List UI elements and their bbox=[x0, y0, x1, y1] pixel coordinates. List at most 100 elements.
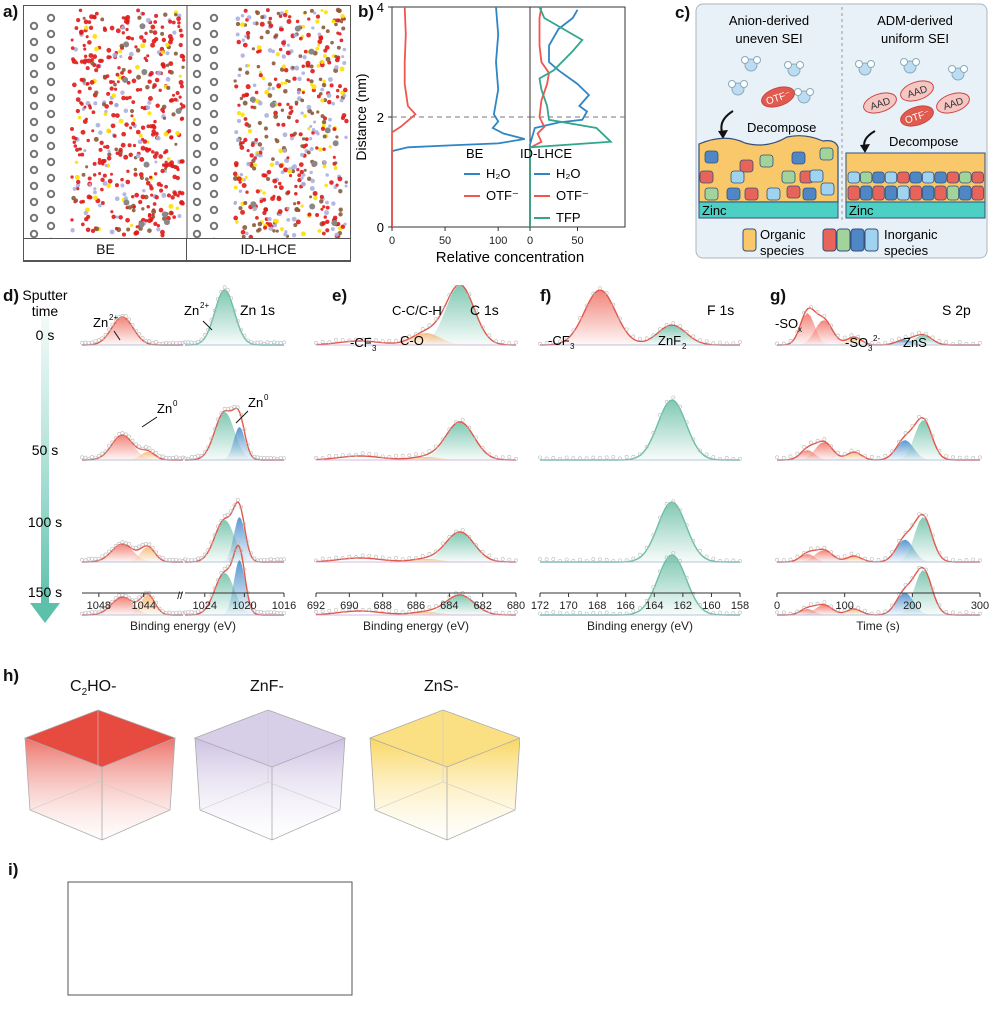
data-point bbox=[591, 455, 596, 460]
zn-ion bbox=[138, 221, 145, 228]
data-point bbox=[951, 341, 955, 346]
data-point bbox=[407, 334, 412, 339]
aad-molecule-icon: AAD bbox=[936, 92, 970, 114]
molecule-atom bbox=[161, 163, 166, 167]
data-point bbox=[930, 586, 935, 591]
molecule-atom bbox=[153, 119, 157, 124]
data-point bbox=[890, 550, 894, 554]
molecule-atom bbox=[135, 153, 141, 159]
molecule-atom bbox=[247, 64, 251, 68]
legend-organic-swatch bbox=[742, 228, 757, 252]
data-point bbox=[183, 610, 187, 615]
molecule-atom bbox=[306, 104, 312, 110]
data-point bbox=[829, 604, 834, 609]
data-point bbox=[394, 609, 398, 613]
annotation-co: C-O bbox=[400, 333, 424, 348]
data-point bbox=[225, 564, 230, 569]
molecule-atom bbox=[133, 167, 138, 172]
molecule-atom bbox=[153, 221, 158, 227]
data-point bbox=[447, 293, 452, 298]
molecule-atom bbox=[340, 224, 346, 229]
annotation-so3: -SO bbox=[845, 335, 868, 350]
data-point bbox=[930, 434, 935, 438]
data-point bbox=[500, 610, 505, 615]
data-point bbox=[314, 455, 318, 460]
zn-ion bbox=[139, 23, 146, 30]
molecule-atom bbox=[77, 153, 82, 157]
molecule-atom bbox=[119, 54, 123, 59]
hydrogen bbox=[741, 56, 749, 64]
molecule-atom bbox=[267, 222, 273, 228]
inorganic-particle bbox=[884, 185, 898, 201]
data-point bbox=[631, 556, 636, 561]
zinc-atom bbox=[46, 141, 56, 151]
molecule-atom bbox=[306, 32, 311, 38]
molecule-atom bbox=[300, 152, 305, 157]
molecule-atom bbox=[245, 30, 251, 36]
molecule-atom bbox=[147, 214, 152, 218]
data-point bbox=[120, 431, 125, 435]
molecule-atom bbox=[97, 157, 102, 162]
molecule-atom bbox=[130, 36, 135, 41]
data-point bbox=[434, 444, 438, 449]
molecule-atom bbox=[96, 64, 101, 69]
data-point bbox=[618, 316, 622, 321]
molecule-atom bbox=[131, 121, 136, 126]
molecule-atom bbox=[76, 17, 81, 23]
molecule-atom bbox=[331, 19, 336, 24]
molecule-atom bbox=[140, 125, 146, 130]
molecule-atom bbox=[174, 12, 178, 17]
data-point bbox=[360, 451, 365, 456]
zinc-atom bbox=[29, 101, 39, 111]
data-point bbox=[978, 340, 982, 345]
data-point bbox=[691, 539, 696, 543]
x-tick-label: 50 bbox=[439, 235, 451, 247]
molecule-atom bbox=[178, 74, 182, 78]
data-point bbox=[278, 557, 283, 562]
molecule-atom bbox=[85, 227, 91, 233]
data-point bbox=[564, 336, 569, 340]
inorganic-particle bbox=[744, 187, 759, 201]
molecule-atom bbox=[161, 64, 166, 69]
znf2-component bbox=[540, 400, 740, 460]
molecule-atom bbox=[151, 209, 157, 215]
molecule-atom bbox=[271, 61, 276, 66]
data-point bbox=[664, 555, 669, 560]
molecule-atom bbox=[288, 174, 293, 178]
data-point bbox=[863, 338, 867, 343]
x-tick-label: 1044 bbox=[131, 600, 155, 612]
molecule-atom bbox=[86, 58, 92, 64]
molecule-atom bbox=[137, 15, 142, 20]
molecule-atom bbox=[273, 114, 279, 119]
molecule-atom bbox=[70, 127, 74, 131]
data-point bbox=[883, 340, 888, 345]
data-point bbox=[154, 600, 158, 605]
data-point bbox=[876, 558, 881, 562]
molecule-atom bbox=[300, 231, 306, 237]
data-point bbox=[327, 608, 332, 613]
data-point bbox=[334, 338, 338, 342]
molecule-atom bbox=[263, 207, 269, 213]
molecule-atom bbox=[128, 55, 133, 61]
molecule-atom bbox=[274, 33, 279, 38]
data-point bbox=[219, 411, 224, 416]
molecule-atom bbox=[329, 180, 334, 185]
data-point bbox=[206, 601, 211, 606]
molecule-atom bbox=[83, 19, 89, 25]
data-point bbox=[245, 539, 250, 544]
molecule-atom bbox=[79, 200, 83, 204]
molecule-atom bbox=[92, 173, 97, 177]
molecule-atom bbox=[268, 226, 274, 231]
molecule-atom bbox=[145, 177, 149, 182]
molecule-atom bbox=[122, 192, 127, 197]
sox-component bbox=[777, 605, 980, 615]
x-tick-label: 686 bbox=[407, 600, 425, 612]
molecule-atom bbox=[309, 64, 314, 69]
data-point bbox=[110, 547, 115, 551]
data-point bbox=[842, 554, 847, 559]
molecule-atom bbox=[256, 64, 261, 69]
molecule-atom bbox=[297, 76, 302, 82]
arrow-head bbox=[718, 130, 728, 139]
molecule-atom bbox=[286, 102, 290, 106]
